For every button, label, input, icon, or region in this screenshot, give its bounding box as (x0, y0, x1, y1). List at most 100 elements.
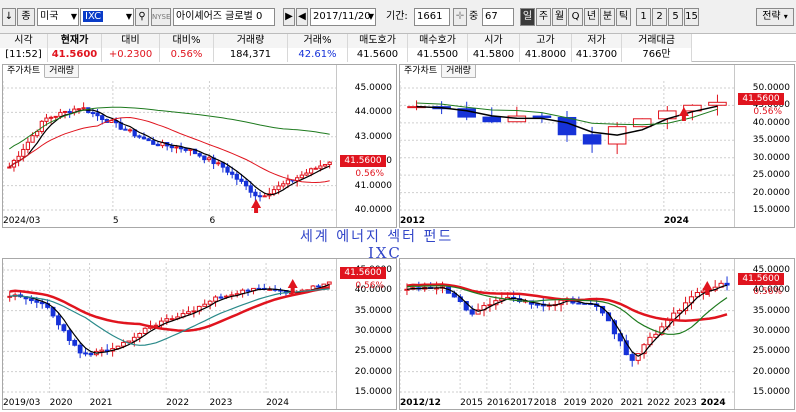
candle-body (285, 179, 291, 185)
x-tick-label: 2012/12 (400, 398, 441, 408)
candle-body (34, 300, 40, 303)
prev-button[interactable]: ◀ (296, 8, 308, 26)
minute-button-2[interactable]: 5 (668, 8, 683, 26)
interval-button-3[interactable]: Q (568, 8, 583, 26)
y-tick-label: 45.0000 (752, 265, 790, 275)
candle-body (404, 288, 410, 291)
candle-body (299, 174, 304, 179)
interval-button-2[interactable]: 월 (552, 8, 567, 26)
chevron-down-icon: ▼ (70, 12, 77, 21)
candle-body (28, 298, 34, 302)
y-tick-label: 45.0000 (752, 100, 790, 111)
candle-body (623, 340, 629, 356)
interval-button-0[interactable]: 일 (520, 8, 535, 26)
chart-panel-weekly[interactable]: 45.000040.000035.000030.000025.000020.00… (2, 258, 397, 410)
period-label: 기간: (386, 11, 408, 22)
y-axis: 45.000044.000043.000042.000041.000040.00… (336, 65, 396, 227)
candle-body (230, 171, 235, 175)
chevron-down-icon: ▼ (125, 12, 132, 21)
moving-average-line (8, 109, 330, 196)
exchange-badge: NYSE (151, 8, 171, 26)
candle-body (126, 340, 132, 343)
strategy-button[interactable]: 전략 ▾ (756, 8, 794, 26)
y-tick-label: 20.0000 (354, 366, 392, 377)
interval-button-6[interactable]: 틱 (616, 8, 631, 26)
tab-volume[interactable]: 거래량 (442, 65, 476, 78)
y-tick-label: 41.0000 (354, 180, 392, 191)
price-chart (400, 81, 734, 213)
y-tick-label: 50.0000 (752, 83, 790, 93)
arrow-up-icon (251, 199, 262, 213)
candle-body (88, 352, 94, 356)
quote-value: 41.5600 (348, 48, 408, 62)
candle-body (225, 166, 230, 173)
x-tick-label: 2012 (400, 216, 426, 226)
candle-body (142, 327, 148, 334)
search-icon[interactable]: ⚲ (135, 8, 149, 26)
market-select[interactable]: 미국 ▼ (37, 8, 79, 26)
minute-button-1[interactable]: 2 (652, 8, 667, 26)
candle-body (56, 315, 61, 326)
chart-panel-yearly[interactable]: 주가차트 거래량 50.0000 45.0000 40.0000 35.0000 30.00… (399, 64, 795, 228)
x-tick-label: 2020 (49, 398, 73, 408)
interval-button-5[interactable]: 분 (600, 8, 615, 26)
candle-body (271, 189, 277, 195)
tab-price-chart[interactable]: 주가차트 (400, 65, 443, 78)
x-tick-label: 2016 (486, 398, 510, 408)
candle-body (81, 107, 86, 110)
candle-body (326, 281, 332, 285)
moving-average-line (406, 285, 728, 335)
next-button[interactable]: ▶ (283, 8, 295, 26)
y-tick-label: 25.0000 (752, 170, 790, 181)
chart-panel-monthly[interactable]: 45.0000 40.0000 35.0000 30.0000 25.0000 20.00… (399, 258, 795, 410)
candle-body (153, 324, 159, 327)
candle-body (44, 117, 49, 122)
moving-average-line (9, 284, 330, 354)
tab-price-chart[interactable]: 주가차트 (3, 65, 46, 78)
candle-body (100, 115, 105, 121)
candle-body (197, 153, 202, 157)
y-axis: 45.0000 40.0000 35.0000 30.0000 25.0000 20.00… (734, 259, 794, 409)
x-tick-label: 2021 (620, 398, 644, 408)
arrow-down-button[interactable]: ↓ (2, 8, 16, 26)
crosshair-icon[interactable]: ✛ (453, 8, 467, 26)
candle-body (262, 195, 267, 198)
candle-body (186, 311, 191, 315)
quote-value: 42.61% (288, 48, 348, 62)
y-tick-label: 20.0000 (752, 366, 790, 377)
y-tick-label: 35.0000 (752, 305, 790, 316)
y-tick-label: 15.0000 (752, 387, 790, 397)
minute-button-3[interactable]: 15 (684, 8, 699, 26)
tab-volume[interactable]: 거래량 (45, 65, 79, 78)
candle-body (174, 146, 179, 149)
quote-value: 41.5800 (468, 48, 520, 62)
candle-body (234, 173, 239, 180)
quote-value: 41.5600 (48, 48, 102, 62)
fund-name-field[interactable]: 아이셰어즈 글로벌 0 (173, 8, 275, 26)
item-type-button[interactable]: 종 (17, 8, 35, 26)
period-input[interactable]: 1661 (414, 8, 450, 26)
candle-body (191, 310, 197, 313)
annotation-symbol: IXC (368, 244, 402, 262)
candle-body (611, 320, 617, 335)
y-tick-label: 40.0000 (354, 285, 392, 296)
date-field[interactable]: 2017/11/20 ▼ (310, 8, 376, 26)
candle-body (137, 332, 143, 338)
candle-body (216, 162, 221, 165)
candle-body (183, 148, 188, 151)
candle-body (281, 183, 286, 187)
candle-body (316, 285, 321, 288)
interval-button-4[interactable]: 년 (584, 8, 599, 26)
quote-header: 매도호가 (348, 34, 408, 48)
y-tick-label: 15.0000 (752, 205, 790, 215)
symbol-select[interactable]: IXC ▼ (80, 8, 134, 26)
candle-body (239, 178, 244, 182)
minute-button-0[interactable]: 1 (636, 8, 651, 26)
y-tick-label: 25.0000 (354, 346, 392, 357)
zoom-input[interactable]: 67 (482, 8, 514, 26)
interval-button-1[interactable]: 주 (536, 8, 551, 26)
candle-body (121, 341, 126, 347)
candle-body (248, 185, 253, 193)
price-chart (400, 263, 734, 395)
